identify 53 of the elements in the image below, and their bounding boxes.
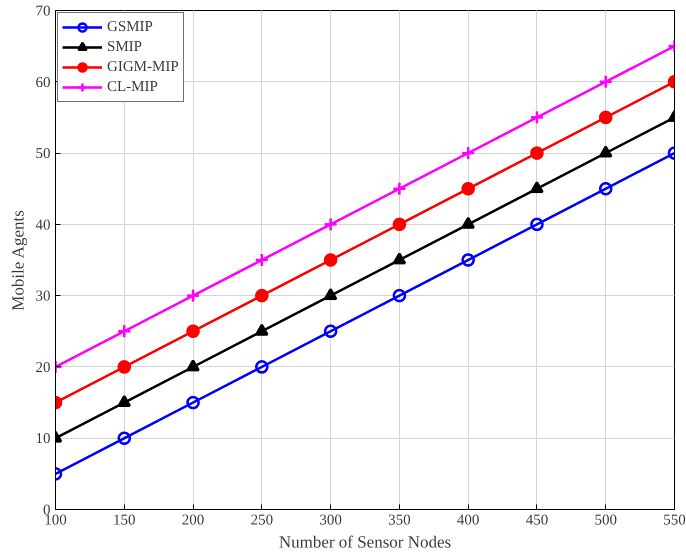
y-tick-label: 40 xyxy=(36,217,50,234)
point xyxy=(461,253,475,267)
point xyxy=(598,74,613,90)
point xyxy=(324,253,338,267)
y-axis-title: Mobile Agents xyxy=(8,210,28,311)
point xyxy=(530,218,544,232)
legend-label: SMIP xyxy=(107,38,142,56)
point xyxy=(324,324,338,338)
point xyxy=(530,146,544,160)
x-axis-title: Number of Sensor Nodes xyxy=(278,532,452,552)
legend-label: GSMIP xyxy=(107,18,153,36)
point xyxy=(186,396,200,410)
x-tick-label: 550 xyxy=(663,512,686,528)
point xyxy=(392,218,406,232)
point xyxy=(598,182,612,196)
point xyxy=(323,217,338,232)
point xyxy=(461,182,475,196)
point xyxy=(255,288,269,302)
point xyxy=(392,288,406,302)
y-tick-label: 70 xyxy=(36,4,50,20)
x-tick-label: 450 xyxy=(526,512,548,528)
point xyxy=(461,216,475,229)
point xyxy=(118,431,132,445)
legend-label: GIGM-MIP xyxy=(107,58,179,76)
point xyxy=(118,394,132,407)
point xyxy=(117,324,132,339)
y-tick-label: 10 xyxy=(36,431,50,448)
x-tick-label: 500 xyxy=(594,512,617,528)
legend-label: CL-MIP xyxy=(107,78,158,96)
point xyxy=(392,252,406,264)
point xyxy=(254,252,270,268)
y-tick-label: 30 xyxy=(36,288,50,305)
x-tick-label: 400 xyxy=(456,512,480,528)
y-tick-label: 50 xyxy=(36,146,50,162)
point xyxy=(392,181,407,196)
y-tick-label: 20 xyxy=(36,360,50,376)
point xyxy=(186,288,200,303)
point xyxy=(598,110,612,124)
x-tick-label: 200 xyxy=(182,512,204,528)
point xyxy=(255,360,269,374)
point xyxy=(530,110,544,125)
point xyxy=(255,324,269,336)
point xyxy=(324,288,338,300)
x-tick-label: 350 xyxy=(388,512,411,528)
point xyxy=(118,360,132,374)
x-tick-label: 300 xyxy=(319,512,342,528)
x-tick-label: 150 xyxy=(113,512,136,528)
point xyxy=(460,146,476,160)
point xyxy=(186,324,200,338)
point xyxy=(186,359,200,372)
y-tick-label: 60 xyxy=(36,74,50,91)
point xyxy=(530,181,544,194)
x-tick-label: 250 xyxy=(250,512,274,528)
